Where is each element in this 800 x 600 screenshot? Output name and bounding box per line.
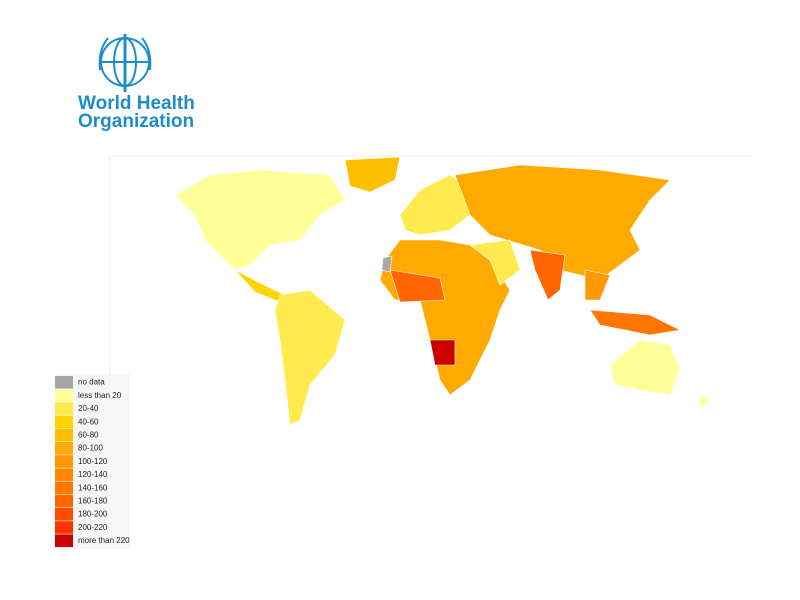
india xyxy=(529,249,566,301)
legend-label: 40-60 xyxy=(78,417,99,426)
world-map xyxy=(109,155,752,440)
legend-label: more than 220 xyxy=(78,536,130,545)
legend-label: 80-100 xyxy=(78,444,103,453)
west-africa xyxy=(389,269,446,303)
legend-label: 60-80 xyxy=(78,431,99,440)
legend-swatch xyxy=(55,468,73,481)
legend-swatch xyxy=(55,428,73,442)
legend-label: no data xyxy=(78,378,105,387)
angola xyxy=(429,339,456,366)
south-america xyxy=(274,289,346,426)
new-zealand xyxy=(699,394,711,411)
legend-label: 120-140 xyxy=(78,470,108,479)
central-america xyxy=(234,269,286,303)
legend-swatch xyxy=(55,455,73,468)
africa xyxy=(379,239,511,396)
legend-swatch xyxy=(55,389,73,402)
asia xyxy=(454,164,671,281)
greenland xyxy=(344,156,401,193)
legend-swatch xyxy=(55,481,73,495)
legend-swatch xyxy=(55,508,73,521)
legend-label: 160-180 xyxy=(78,497,108,506)
legend-swatch xyxy=(55,521,73,534)
legend-swatch xyxy=(55,442,73,455)
legend-label: 140-160 xyxy=(78,483,108,492)
legend-label: 20-40 xyxy=(78,404,99,413)
southeast-asia xyxy=(584,269,611,301)
indonesia xyxy=(589,309,681,336)
legend-label: 100-120 xyxy=(78,457,108,466)
logo-line: World Health xyxy=(78,93,195,114)
legend-swatch xyxy=(55,402,73,415)
legend-swatch xyxy=(55,376,73,389)
legend-label: less than 20 xyxy=(78,391,122,400)
legend: no data less than 20 20-40 40-60 60-80 80-100… xyxy=(55,376,130,547)
western-sahara xyxy=(381,255,393,273)
legend-label: 200-220 xyxy=(78,523,108,532)
legend-swatch xyxy=(55,534,73,547)
who-emblem xyxy=(98,34,152,92)
legend-label: 180-200 xyxy=(78,510,108,519)
north-america xyxy=(174,169,346,271)
middle-east xyxy=(469,239,521,286)
legend-swatch xyxy=(55,415,73,429)
logo-line: Organization xyxy=(78,111,194,132)
australia xyxy=(609,339,681,396)
legend-swatch xyxy=(55,494,73,508)
